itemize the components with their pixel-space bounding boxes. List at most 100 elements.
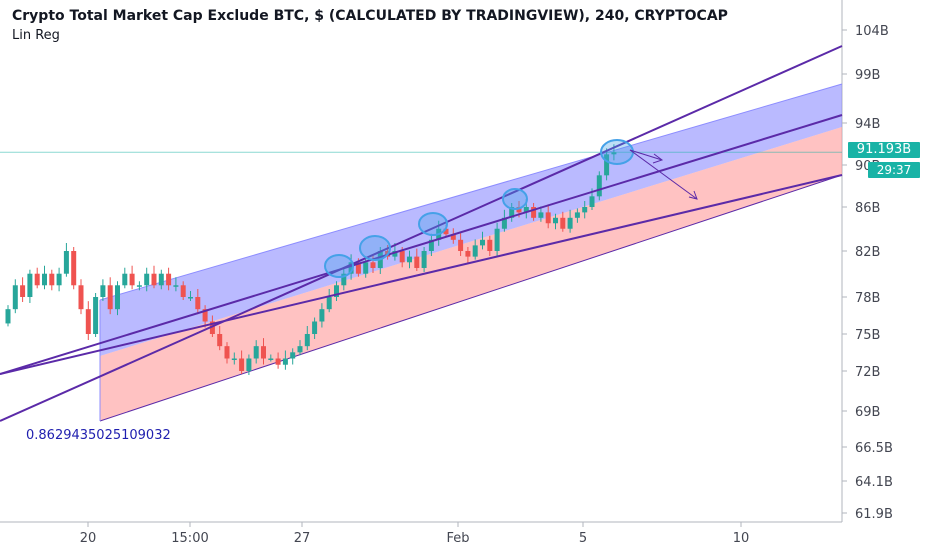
regression-r-value: 0.8629435025109032 <box>26 428 171 443</box>
candle <box>20 285 26 297</box>
regression-lower-line <box>99 174 843 422</box>
touch-highlight <box>324 254 354 278</box>
candle <box>443 228 449 235</box>
bar-timer-badge: 29:37 <box>868 162 920 178</box>
candle <box>355 262 361 274</box>
touch-highlight <box>502 188 528 210</box>
candle <box>553 217 558 224</box>
candle <box>480 239 485 246</box>
candle <box>297 346 303 353</box>
candle <box>268 358 274 360</box>
candle <box>465 251 471 257</box>
candle <box>42 273 47 286</box>
candle <box>63 251 69 274</box>
y-tick-label: 64.1B <box>855 475 893 490</box>
candle <box>27 273 33 297</box>
candle <box>85 309 91 334</box>
candle <box>12 285 18 310</box>
candle <box>129 273 135 286</box>
candle <box>195 297 201 310</box>
candle <box>399 251 405 263</box>
chart-title: Crypto Total Market Cap Exclude BTC, $ (… <box>12 8 728 24</box>
candle <box>494 228 500 251</box>
candle <box>115 285 120 310</box>
candle <box>319 309 325 322</box>
candle <box>224 346 230 359</box>
trendline-base <box>0 174 843 375</box>
candle <box>304 334 310 347</box>
candle <box>326 297 332 310</box>
candle <box>363 262 369 274</box>
candle <box>202 309 208 322</box>
y-tick-label: 75B <box>855 328 880 343</box>
candle <box>428 239 434 251</box>
candle <box>531 207 537 218</box>
candle <box>312 321 318 334</box>
touch-highlight <box>359 235 391 261</box>
projection-arrow-long-head <box>688 190 698 200</box>
candle <box>611 152 617 155</box>
candle <box>458 239 464 251</box>
candle <box>107 285 113 310</box>
regression-upper-line <box>99 83 843 301</box>
candle <box>282 358 288 365</box>
touch-highlight <box>418 212 448 236</box>
y-tick-label: 99B <box>855 68 880 83</box>
candle <box>545 212 551 224</box>
candle <box>516 207 522 213</box>
candle <box>392 251 398 257</box>
x-tick-label: 15:00 <box>171 531 208 546</box>
candle <box>231 358 237 360</box>
regression-lower-band <box>100 127 842 421</box>
candle <box>487 239 493 251</box>
candle <box>188 297 193 299</box>
last-price-badge: 91.193B <box>848 142 920 158</box>
candle <box>334 285 339 297</box>
y-tick-label: 86B <box>855 201 880 216</box>
candle <box>246 358 252 371</box>
candle <box>275 358 281 365</box>
candle <box>5 309 11 324</box>
candle <box>341 273 347 286</box>
y-tick-label: 72B <box>855 365 880 380</box>
candle <box>421 251 427 268</box>
candle <box>261 346 266 359</box>
y-tick-label: 82B <box>855 245 880 260</box>
candle <box>574 212 580 218</box>
projection-arrow-short-head <box>652 153 664 164</box>
y-tick-label: 78B <box>855 291 880 306</box>
candle <box>538 212 544 218</box>
candle <box>71 251 77 286</box>
y-tick-label: 104B <box>855 24 889 39</box>
x-tick-label: 27 <box>294 531 311 546</box>
x-tick-label: 20 <box>80 531 97 546</box>
projection-arrow-long <box>629 149 698 200</box>
candle <box>582 207 588 213</box>
candle <box>93 297 99 334</box>
x-tick-label: Feb <box>446 531 469 546</box>
candle <box>136 285 142 287</box>
candle <box>509 207 515 218</box>
candle <box>523 207 529 213</box>
candle <box>100 285 106 297</box>
y-tick-label: 94B <box>855 117 880 132</box>
candle <box>56 273 62 286</box>
candle <box>450 234 456 240</box>
trendline-steep <box>0 45 843 422</box>
candle <box>472 245 478 257</box>
candle <box>589 196 595 207</box>
x-tick-label: 10 <box>733 531 750 546</box>
candle <box>144 273 150 286</box>
y-tick-label: 66.5B <box>855 441 893 456</box>
x-tick-label: 5 <box>579 531 587 546</box>
candle <box>122 273 128 286</box>
candle <box>407 256 412 263</box>
candle <box>596 175 602 197</box>
candle <box>166 273 172 286</box>
candle <box>290 352 296 359</box>
indicator-label[interactable]: Lin Reg <box>12 28 60 43</box>
regression-upper-band <box>100 84 842 356</box>
candle <box>151 273 157 286</box>
